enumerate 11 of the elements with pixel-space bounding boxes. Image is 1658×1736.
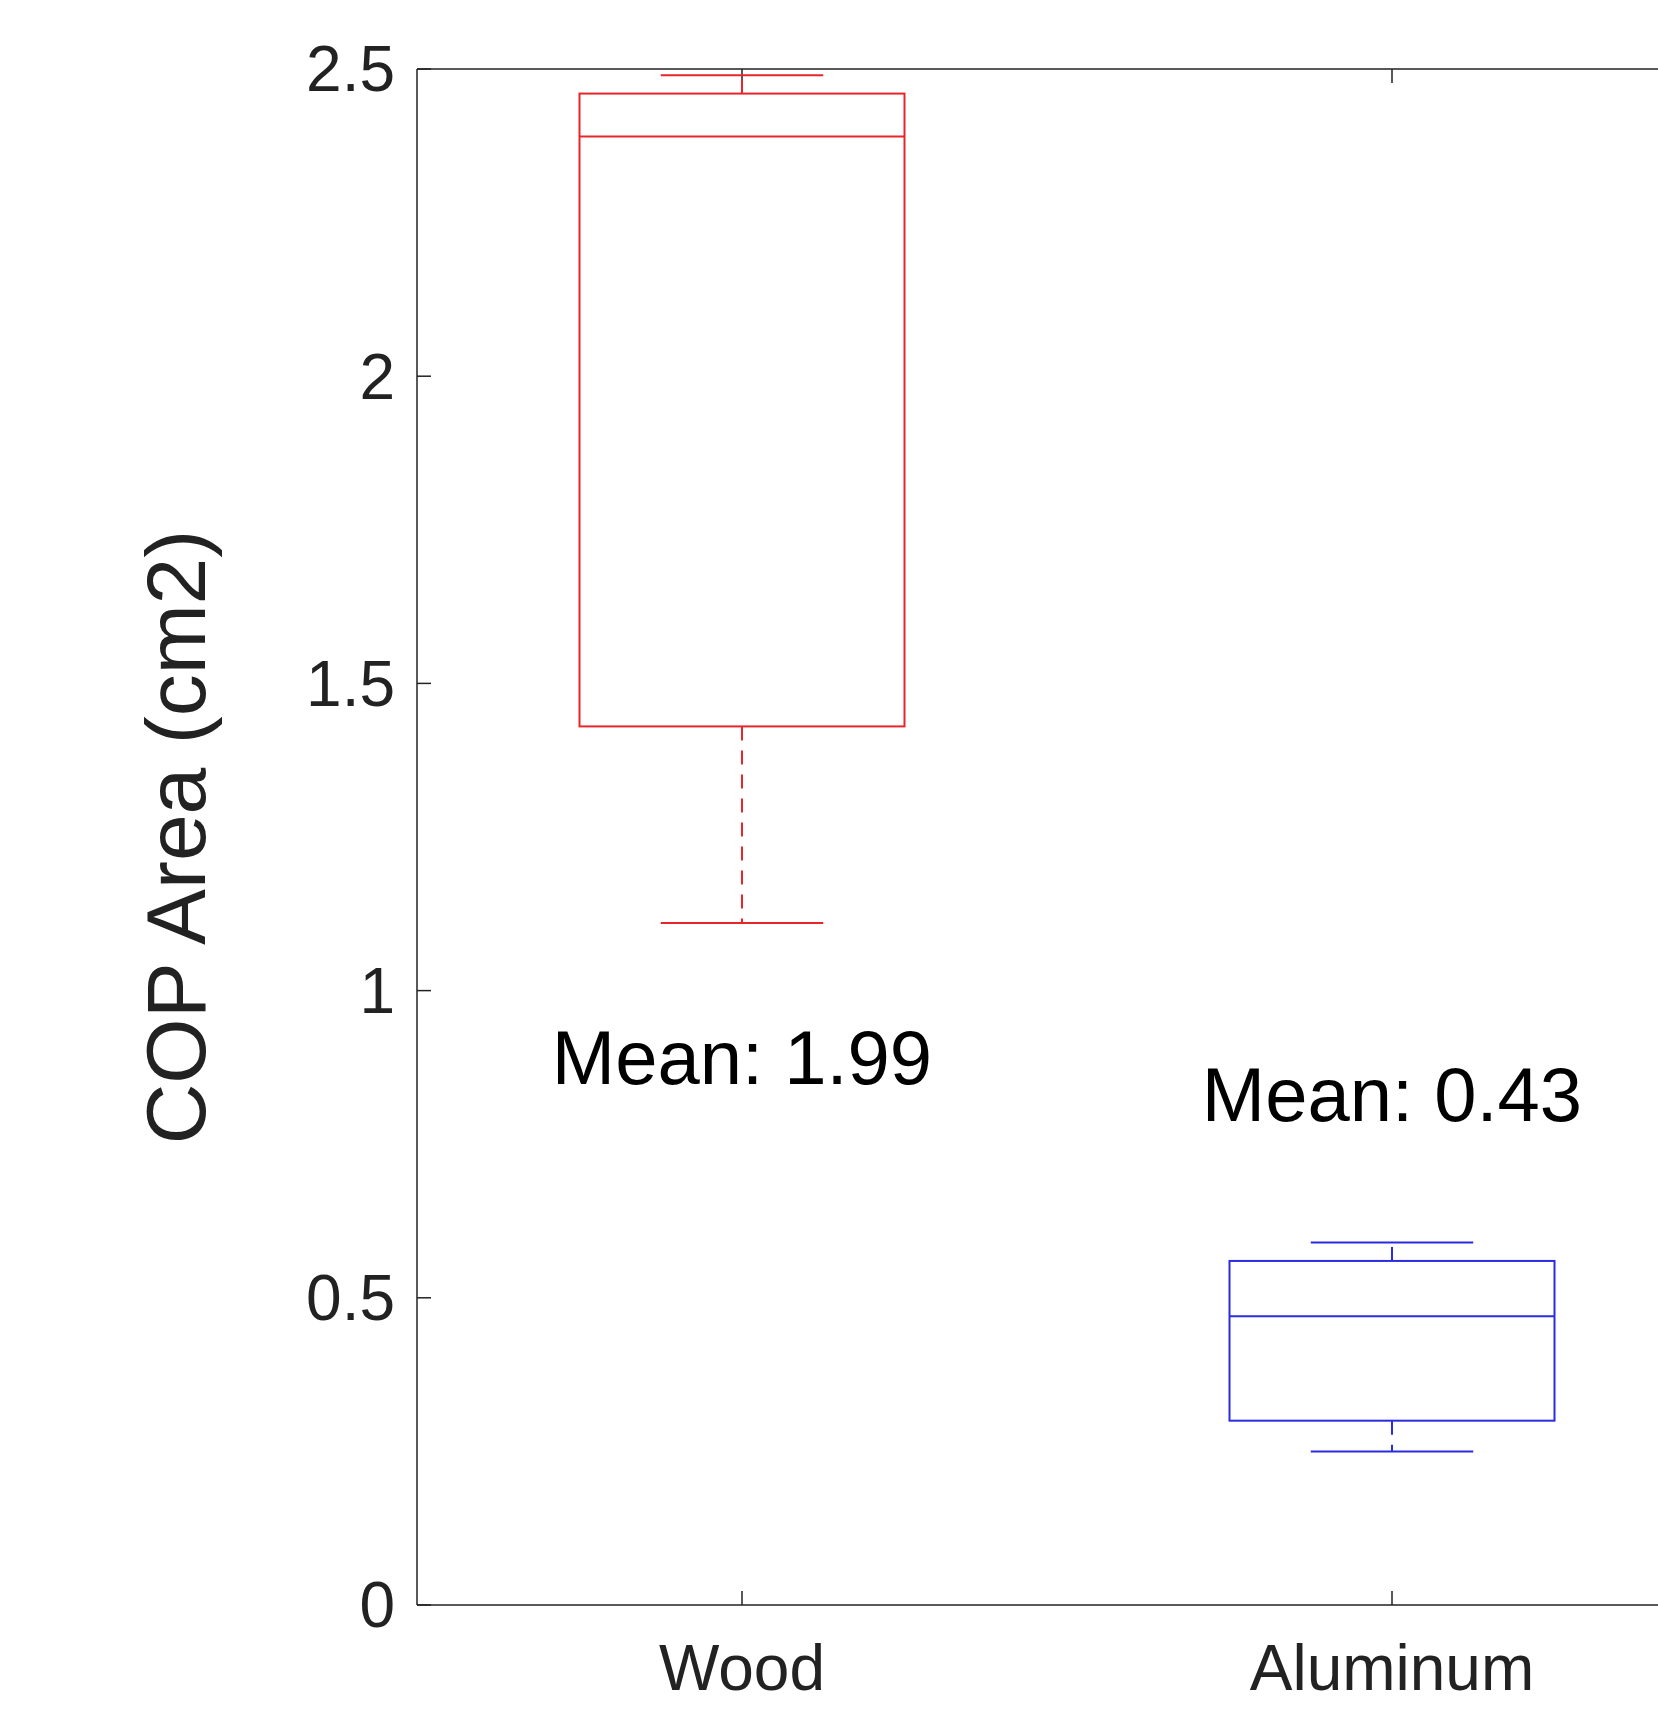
annotation: Mean: 1.99 — [551, 1014, 933, 1100]
y-tick-label: 0 — [359, 1569, 395, 1642]
y-tick-label: 1.5 — [306, 647, 395, 720]
y-tick-label: 0.5 — [306, 1262, 395, 1335]
y-axis-title: COP Area (cm2) — [129, 529, 223, 1145]
x-tick-label: Wood — [658, 1632, 826, 1704]
annotation: Mean: 0.43 — [1201, 1051, 1583, 1137]
y-tick-label: 2.5 — [306, 33, 395, 106]
y-tick-label: 2 — [359, 340, 395, 413]
y-tick-label: 1 — [359, 955, 395, 1027]
x-tick-label: Aluminum — [1249, 1632, 1535, 1704]
